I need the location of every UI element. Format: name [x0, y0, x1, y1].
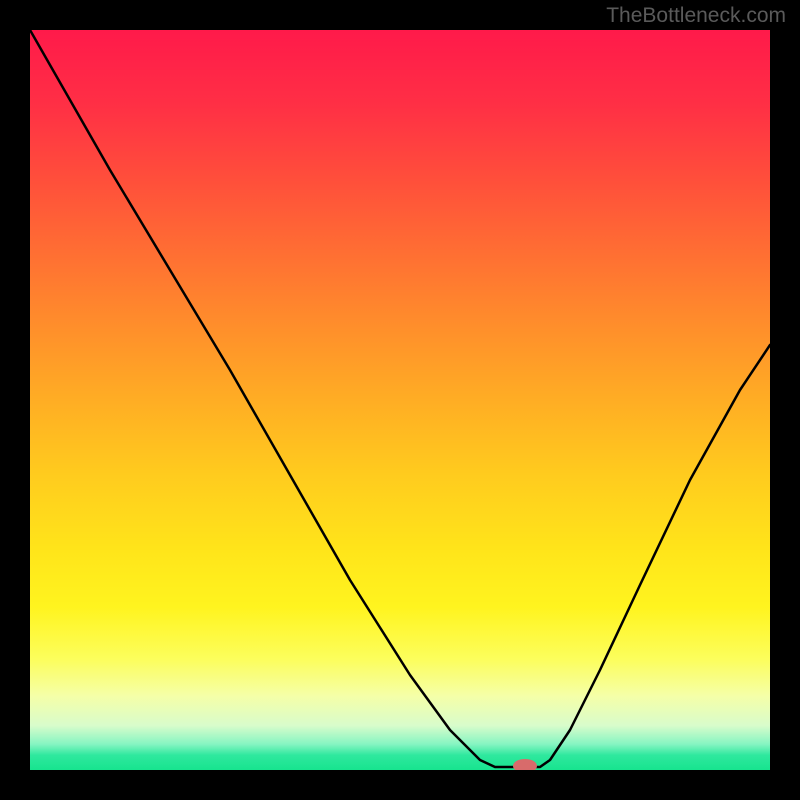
- watermark-text: TheBottleneck.com: [606, 4, 786, 28]
- optimal-point-marker: [513, 759, 537, 770]
- plot-area: [30, 30, 770, 770]
- bottleneck-curve: [30, 30, 770, 770]
